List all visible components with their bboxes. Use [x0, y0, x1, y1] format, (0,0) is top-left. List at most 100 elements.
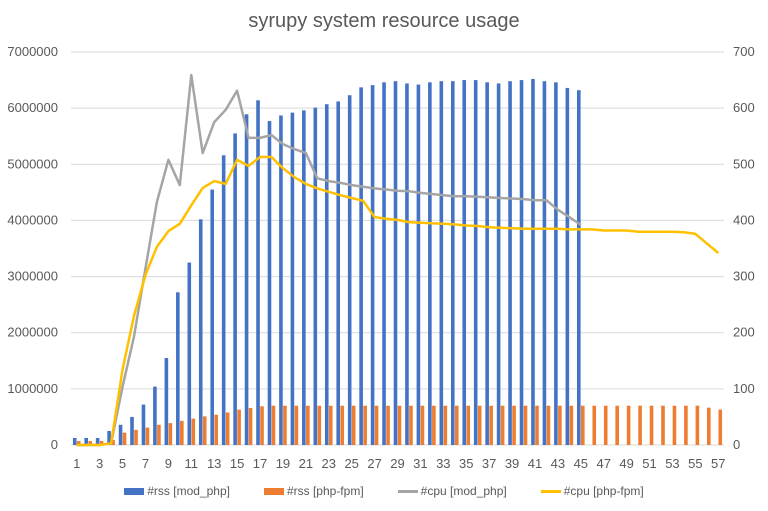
bar — [141, 404, 146, 445]
bar — [409, 405, 413, 445]
bar — [450, 81, 455, 446]
bar — [328, 405, 333, 445]
bar — [359, 87, 363, 446]
legend-item-rss-php-fpm: #rss [php-fpm] — [263, 484, 364, 498]
bar — [279, 115, 283, 445]
bar — [351, 405, 356, 445]
bar — [317, 405, 322, 445]
y-axis-left-ticks: 0 1000000 2000000 3000000 4000000 5000000 6000… — [7, 44, 58, 452]
bar — [695, 405, 700, 445]
bar — [118, 424, 123, 445]
bar — [649, 405, 654, 445]
y-right-tick-label: 200 — [733, 325, 755, 340]
x-tick-label: 3 — [96, 456, 103, 471]
bar — [603, 405, 608, 445]
bar — [432, 405, 436, 445]
x-tick-label: 41 — [528, 456, 542, 471]
bar — [283, 405, 287, 445]
bar — [489, 405, 493, 445]
bar — [466, 405, 471, 445]
bar — [615, 405, 619, 445]
bar — [386, 405, 390, 445]
y-axis-right-ticks: 0 100 200 300 400 500 600 700 — [733, 44, 755, 452]
bar — [168, 423, 173, 445]
bar — [443, 405, 448, 445]
bar — [290, 112, 295, 446]
bar — [122, 432, 127, 445]
bar — [508, 81, 512, 446]
bar — [707, 407, 711, 445]
bar — [718, 409, 723, 445]
bar — [684, 405, 688, 445]
bar — [626, 405, 631, 445]
bar — [180, 420, 184, 445]
y-right-tick-label: 0 — [733, 437, 740, 452]
legend-label: #rss [mod_php] — [147, 484, 230, 498]
bar — [99, 441, 104, 445]
bar — [107, 430, 111, 445]
bar — [111, 439, 115, 445]
bar-series — [72, 78, 723, 446]
y-left-tick-label: 0 — [51, 437, 58, 452]
bar — [313, 107, 318, 446]
bar — [439, 81, 444, 446]
x-tick-label: 37 — [482, 456, 496, 471]
bar — [347, 95, 352, 445]
x-tick-label: 43 — [551, 456, 565, 471]
bar — [542, 81, 547, 446]
bar — [672, 405, 677, 445]
x-tick-label: 1 — [73, 456, 80, 471]
bar — [95, 437, 100, 445]
y-left-tick-label: 1000000 — [7, 381, 58, 396]
bar — [565, 87, 570, 445]
y-right-tick-label: 700 — [733, 44, 755, 59]
y-right-tick-label: 600 — [733, 100, 755, 115]
bar — [153, 386, 157, 445]
y-left-tick-label: 4000000 — [7, 212, 58, 227]
y-left-tick-label: 2000000 — [7, 325, 58, 340]
chart-title: syrupy system resource usage — [248, 10, 520, 32]
x-tick-label: 39 — [505, 456, 519, 471]
bar — [420, 405, 425, 445]
bar — [271, 405, 276, 445]
x-tick-label: 21 — [299, 456, 313, 471]
bar — [416, 84, 421, 445]
bar — [244, 114, 249, 445]
bar — [523, 405, 528, 445]
x-tick-label: 45 — [574, 456, 588, 471]
y-right-tick-label: 100 — [733, 381, 755, 396]
legend-label: #cpu [mod_php] — [420, 484, 507, 498]
x-tick-label: 55 — [688, 456, 702, 471]
x-tick-label: 29 — [390, 456, 404, 471]
x-tick-label: 17 — [253, 456, 267, 471]
legend-swatch-gray — [397, 489, 418, 493]
y-left-tick-label: 7000000 — [7, 44, 58, 59]
bar — [225, 412, 230, 445]
bar — [496, 83, 501, 445]
bar — [661, 405, 665, 445]
x-tick-label: 51 — [642, 456, 656, 471]
bar — [340, 405, 345, 445]
bar — [546, 405, 551, 445]
bar — [580, 405, 585, 445]
x-tick-label: 49 — [619, 456, 633, 471]
legend-item-rss-mod-php: #rss [mod_php] — [124, 484, 230, 498]
x-tick-label: 23 — [322, 456, 336, 471]
x-tick-label: 27 — [367, 456, 381, 471]
bar — [76, 441, 81, 445]
x-tick-label: 25 — [344, 456, 358, 471]
bar — [260, 406, 264, 445]
bar — [198, 219, 203, 445]
legend-item-cpu-php-fpm: #cpu [php-fpm] — [540, 484, 644, 498]
legend-swatch-blue — [124, 487, 145, 495]
bar — [397, 405, 402, 445]
bar — [500, 405, 505, 445]
x-tick-label: 5 — [119, 456, 126, 471]
bar — [638, 405, 642, 445]
bar — [576, 90, 581, 446]
bar — [176, 292, 180, 445]
bar — [531, 78, 535, 445]
x-tick-label: 47 — [596, 456, 610, 471]
